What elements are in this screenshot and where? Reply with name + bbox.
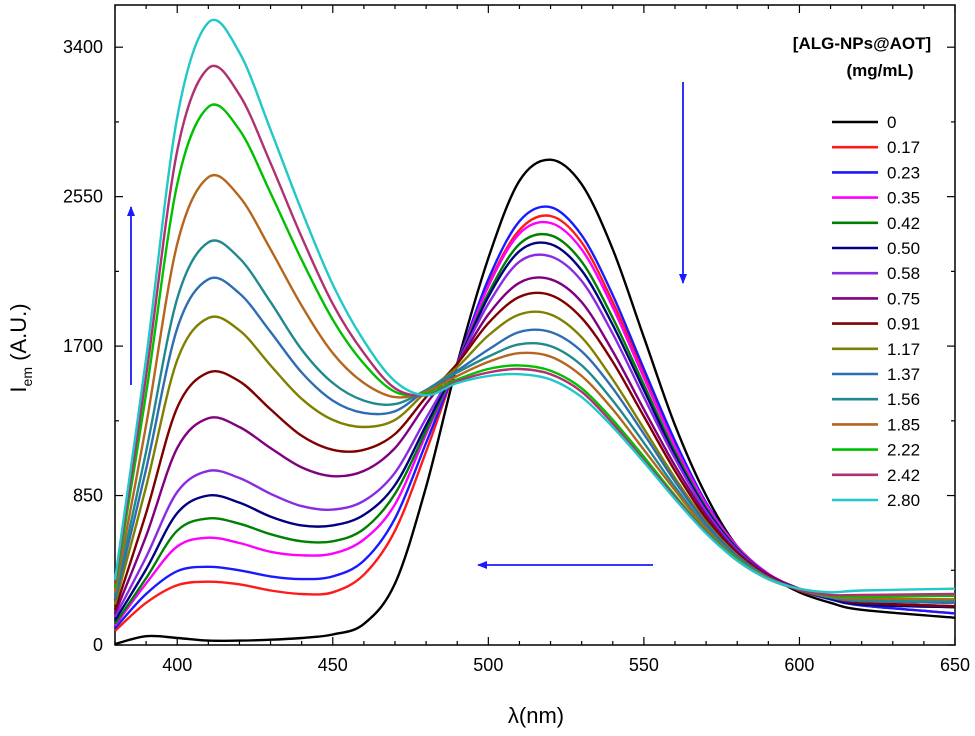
series-group [113, 18, 956, 646]
y-tick-label: 1700 [63, 336, 103, 356]
x-tick-label: 650 [940, 655, 970, 675]
x-tick-label: 600 [784, 655, 814, 675]
y-axis-label-main: I [6, 386, 31, 392]
legend-label-0.42: 0.42 [887, 214, 920, 233]
legend-label-1.56: 1.56 [887, 390, 920, 409]
legend: [ALG-NPs@AOT] (mg/mL) 0 0.17 0.23 0.35 0.42 0… [793, 34, 931, 510]
y-axis-label-unit: (A.U.) [6, 303, 31, 367]
y-axis-label: Iem (A.U.) [6, 303, 35, 392]
legend-label-2.22: 2.22 [887, 441, 920, 460]
x-axis-label: λ(nm) [508, 703, 564, 728]
series-line-0.50 [113, 241, 956, 622]
series-line-1.17 [113, 310, 956, 605]
legend-label-1.85: 1.85 [887, 415, 920, 434]
series-line-0.58 [113, 253, 956, 618]
x-tick-label: 550 [629, 655, 659, 675]
axes-group: 400 450 500 550 600 650 0 850 1700 2550 3400 [63, 4, 970, 675]
y-axis-label-sub: em [19, 367, 35, 386]
annotations-group [127, 82, 687, 569]
series-line-2.22 [113, 103, 956, 598]
x-tick-label: 400 [162, 655, 192, 675]
series-line-0.75 [113, 276, 956, 614]
plot-frame [114, 4, 956, 646]
legend-title-line2: (mg/mL) [846, 61, 913, 80]
legend-title-line1: [ALG-NPs@AOT] [793, 34, 931, 53]
series-line-1.37 [113, 276, 956, 604]
legend-label-0.17: 0.17 [887, 138, 920, 157]
x-tick-label: 500 [473, 655, 503, 675]
legend-label-0: 0 [887, 113, 896, 132]
y-tick-label: 2550 [63, 187, 103, 207]
y-tick-label: 850 [73, 486, 103, 506]
series-line-2.80 [113, 18, 956, 594]
y-tick-label: 3400 [63, 37, 103, 57]
legend-label-0.75: 0.75 [887, 289, 920, 308]
legend-label-1.17: 1.17 [887, 340, 920, 359]
legend-label-0.58: 0.58 [887, 264, 920, 283]
x-tick-label: 450 [318, 655, 348, 675]
legend-label-1.37: 1.37 [887, 365, 920, 384]
legend-label-0.35: 0.35 [887, 189, 920, 208]
series-line-0.91 [113, 291, 956, 611]
y-tick-label: 0 [93, 635, 103, 655]
series-line-1.85 [113, 174, 956, 601]
legend-label-2.42: 2.42 [887, 466, 920, 485]
legend-label-2.80: 2.80 [887, 491, 920, 510]
legend-label-0.23: 0.23 [887, 163, 920, 182]
legend-label-0.91: 0.91 [887, 315, 920, 334]
legend-label-0.50: 0.50 [887, 239, 920, 258]
